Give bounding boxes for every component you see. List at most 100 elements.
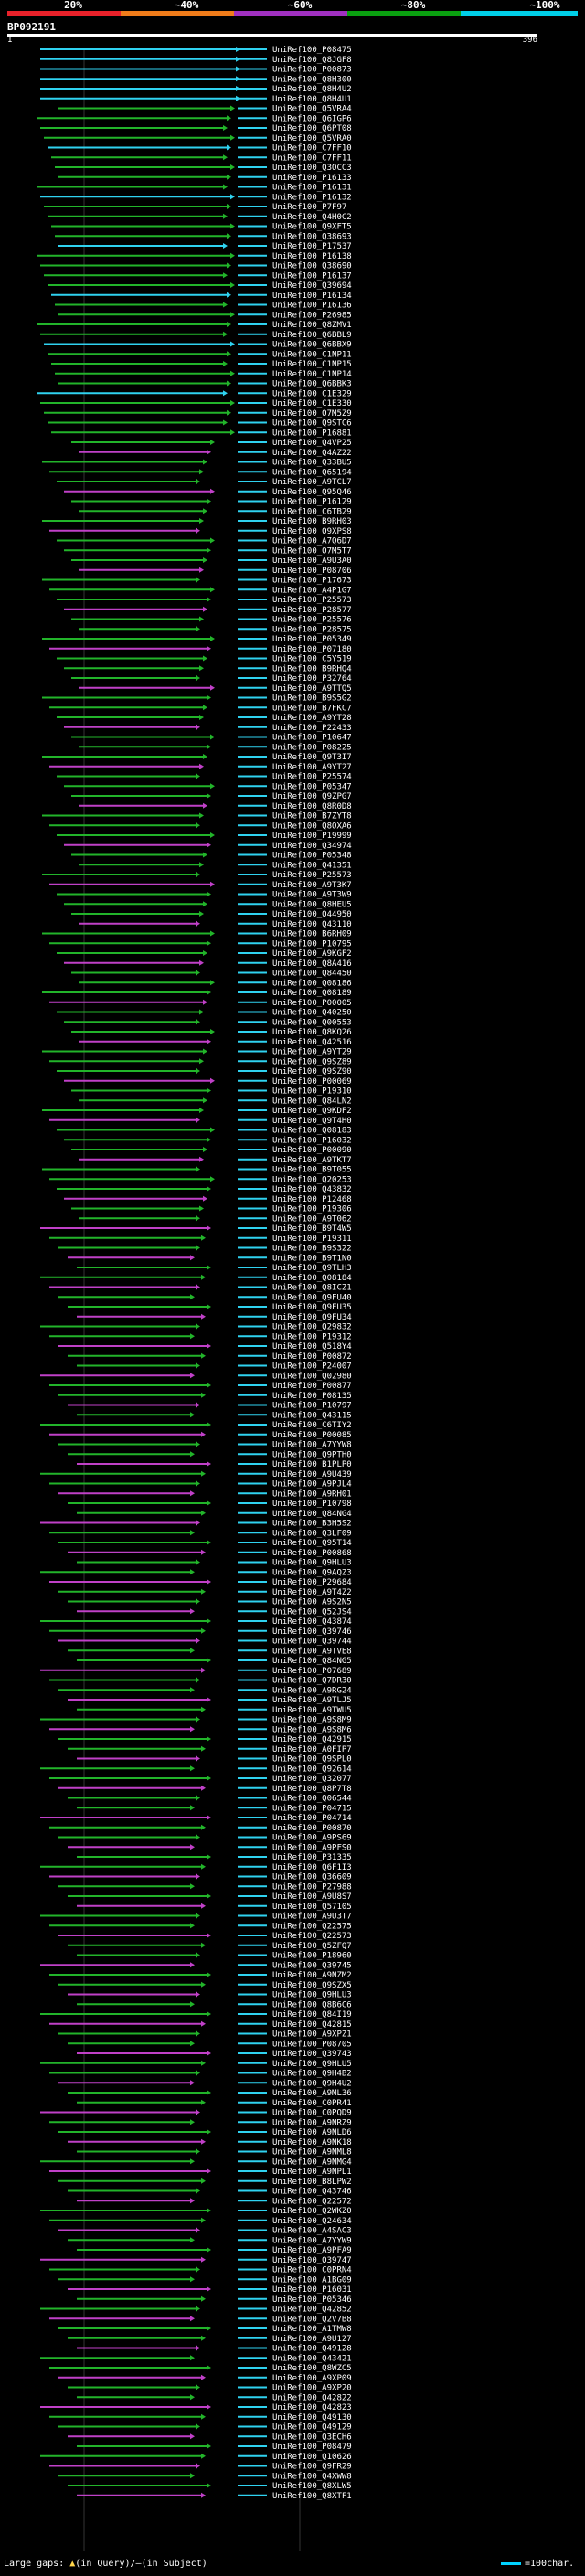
hit-label[interactable]: UniRef100_A7YYW9: [272, 2236, 352, 2245]
hit-label[interactable]: UniRef100_Q9H4U2: [272, 2079, 352, 2088]
hit-label[interactable]: UniRef100_P18960: [272, 1952, 352, 1961]
hit-label[interactable]: UniRef100_Q84450: [272, 970, 352, 979]
hit-label[interactable]: UniRef100_Q49129: [272, 2423, 352, 2433]
hit-label[interactable]: UniRef100_Q9TLH3: [272, 1264, 352, 1273]
hit-label[interactable]: UniRef100_P00090: [272, 1146, 352, 1155]
hit-label[interactable]: UniRef100_P16138: [272, 252, 352, 261]
hit-label[interactable]: UniRef100_Q38690: [272, 262, 352, 271]
hit-label[interactable]: UniRef100_A9PFS0: [272, 1843, 352, 1852]
hit-label[interactable]: UniRef100_Q5VRA4: [272, 105, 352, 114]
hit-label[interactable]: UniRef100_P31335: [272, 1853, 352, 1862]
hit-label[interactable]: UniRef100_B3H5S2: [272, 1520, 352, 1529]
hit-label[interactable]: UniRef100_Q49130: [272, 2413, 352, 2422]
hit-label[interactable]: UniRef100_Q40250: [272, 1009, 352, 1018]
hit-label[interactable]: UniRef100_P25573: [272, 871, 352, 880]
hit-label[interactable]: UniRef100_Q36609: [272, 1873, 352, 1882]
hit-label[interactable]: UniRef100_Q9HLU3: [272, 1991, 352, 2000]
hit-label[interactable]: UniRef100_Q42815: [272, 2020, 352, 2030]
hit-label[interactable]: UniRef100_Q43110: [272, 920, 352, 929]
hit-label[interactable]: UniRef100_P16137: [272, 271, 352, 281]
hit-label[interactable]: UniRef100_P05348: [272, 852, 352, 861]
hit-label[interactable]: UniRef100_Q5VRA0: [272, 134, 352, 143]
hit-label[interactable]: UniRef100_A9T3W9: [272, 891, 352, 900]
hit-label[interactable]: UniRef100_Q29832: [272, 1323, 352, 1332]
hit-label[interactable]: UniRef100_P16031: [272, 2285, 352, 2295]
hit-label[interactable]: UniRef100_Q39694: [272, 281, 352, 291]
hit-label[interactable]: UniRef100_O7M5Z9: [272, 409, 352, 419]
hit-label[interactable]: UniRef100_P00873: [272, 66, 352, 75]
hit-label[interactable]: UniRef100_Q4H0C2: [272, 213, 352, 222]
hit-label[interactable]: UniRef100_A9TKT7: [272, 1156, 352, 1165]
hit-label[interactable]: UniRef100_P16881: [272, 429, 352, 438]
hit-label[interactable]: UniRef100_P10797: [272, 1402, 352, 1411]
hit-label[interactable]: UniRef100_Q20253: [272, 1175, 352, 1184]
hit-label[interactable]: UniRef100_P00877: [272, 1382, 352, 1391]
hit-label[interactable]: UniRef100_A7YYW8: [272, 1441, 352, 1450]
hit-label[interactable]: UniRef100_A9T3K7: [272, 881, 352, 890]
hit-label[interactable]: UniRef100_C1E329: [272, 389, 352, 398]
hit-label[interactable]: UniRef100_A9YT27: [272, 763, 352, 772]
hit-label[interactable]: UniRef100_P17537: [272, 242, 352, 251]
hit-label[interactable]: UniRef100_Q44950: [272, 910, 352, 919]
hit-label[interactable]: UniRef100_Q7DR30: [272, 1677, 352, 1686]
hit-label[interactable]: UniRef100_P17673: [272, 577, 352, 586]
hit-label[interactable]: UniRef100_Q3OCC3: [272, 164, 352, 173]
hit-label[interactable]: UniRef100_Q5ZFQ7: [272, 1942, 352, 1951]
hit-label[interactable]: UniRef100_P04714: [272, 1814, 352, 1823]
hit-label[interactable]: UniRef100_P10647: [272, 734, 352, 743]
hit-label[interactable]: UniRef100_Q43832: [272, 1185, 352, 1194]
hit-label[interactable]: UniRef100_A9U3A0: [272, 557, 352, 566]
hit-label[interactable]: UniRef100_Q9SZX5: [272, 1981, 352, 1990]
hit-label[interactable]: UniRef100_Q22573: [272, 1932, 352, 1941]
hit-label[interactable]: UniRef100_P24007: [272, 1362, 352, 1372]
hit-label[interactable]: UniRef100_A9S8M6: [272, 1725, 352, 1734]
hit-label[interactable]: UniRef100_P25576: [272, 616, 352, 625]
hit-label[interactable]: UniRef100_Q10626: [272, 2453, 352, 2462]
hit-label[interactable]: UniRef100_A9XP20: [272, 2384, 352, 2393]
hit-label[interactable]: UniRef100_Q8JGF8: [272, 56, 352, 65]
hit-label[interactable]: UniRef100_Q4XWW8: [272, 2472, 352, 2481]
hit-label[interactable]: UniRef100_A9TTQ5: [272, 684, 352, 694]
hit-label[interactable]: UniRef100_A9KGF2: [272, 949, 352, 959]
hit-label[interactable]: UniRef100_P05349: [272, 635, 352, 644]
hit-label[interactable]: UniRef100_Q24634: [272, 2217, 352, 2226]
hit-label[interactable]: UniRef100_P16032: [272, 1136, 352, 1145]
hit-label[interactable]: UniRef100_A9U8S7: [272, 1892, 352, 1902]
hit-label[interactable]: UniRef100_P19306: [272, 1205, 352, 1214]
hit-label[interactable]: UniRef100_P27988: [272, 1882, 352, 1892]
hit-label[interactable]: UniRef100_Q43115: [272, 1411, 352, 1420]
hit-label[interactable]: UniRef100_Q39745: [272, 1961, 352, 1970]
hit-label[interactable]: UniRef100_O9XPS8: [272, 527, 352, 536]
hit-label[interactable]: UniRef100_B6RH09: [272, 930, 352, 939]
hit-label[interactable]: UniRef100_P22433: [272, 724, 352, 733]
hit-label[interactable]: UniRef100_B9S5G2: [272, 694, 352, 704]
hit-label[interactable]: UniRef100_Q8WZC5: [272, 2364, 352, 2373]
hit-label[interactable]: UniRef100_C1NP11: [272, 350, 352, 359]
hit-label[interactable]: UniRef100_Q08189: [272, 989, 352, 998]
hit-label[interactable]: UniRef100_Q00553: [272, 1018, 352, 1027]
hit-label[interactable]: UniRef100_A9YT28: [272, 714, 352, 723]
hit-label[interactable]: UniRef100_P19310: [272, 1087, 352, 1097]
hit-label[interactable]: UniRef100_B9T4W5: [272, 1224, 352, 1234]
hit-label[interactable]: UniRef100_P25574: [272, 773, 352, 782]
hit-label[interactable]: UniRef100_Q95Q46: [272, 488, 352, 497]
hit-label[interactable]: UniRef100_P08135: [272, 1392, 352, 1401]
hit-label[interactable]: UniRef100_Q8B6C6: [272, 2000, 352, 2009]
hit-label[interactable]: UniRef100_A9T4Z2: [272, 1588, 352, 1597]
hit-label[interactable]: UniRef100_Q39746: [272, 1627, 352, 1637]
hit-label[interactable]: UniRef100_Q32077: [272, 1775, 352, 1784]
hit-label[interactable]: UniRef100_A9NPL1: [272, 2168, 352, 2177]
hit-label[interactable]: UniRef100_A9ML36: [272, 2089, 352, 2098]
hit-label[interactable]: UniRef100_P16133: [272, 174, 352, 183]
hit-label[interactable]: UniRef100_Q9SPL0: [272, 1755, 352, 1765]
hit-label[interactable]: UniRef100_P08706: [272, 567, 352, 576]
hit-label[interactable]: UniRef100_Q33BU5: [272, 459, 352, 468]
hit-label[interactable]: UniRef100_Q43421: [272, 2354, 352, 2363]
hit-label[interactable]: UniRef100_P25573: [272, 596, 352, 605]
hit-label[interactable]: UniRef100_P7F97: [272, 203, 346, 212]
hit-label[interactable]: UniRef100_Q6F1I3: [272, 1863, 352, 1872]
hit-label[interactable]: UniRef100_Q39747: [272, 2256, 352, 2265]
hit-label[interactable]: UniRef100_P08225: [272, 743, 352, 752]
hit-label[interactable]: UniRef100_A9PFA9: [272, 2246, 352, 2255]
hit-label[interactable]: UniRef100_A9S2N5: [272, 1598, 352, 1607]
